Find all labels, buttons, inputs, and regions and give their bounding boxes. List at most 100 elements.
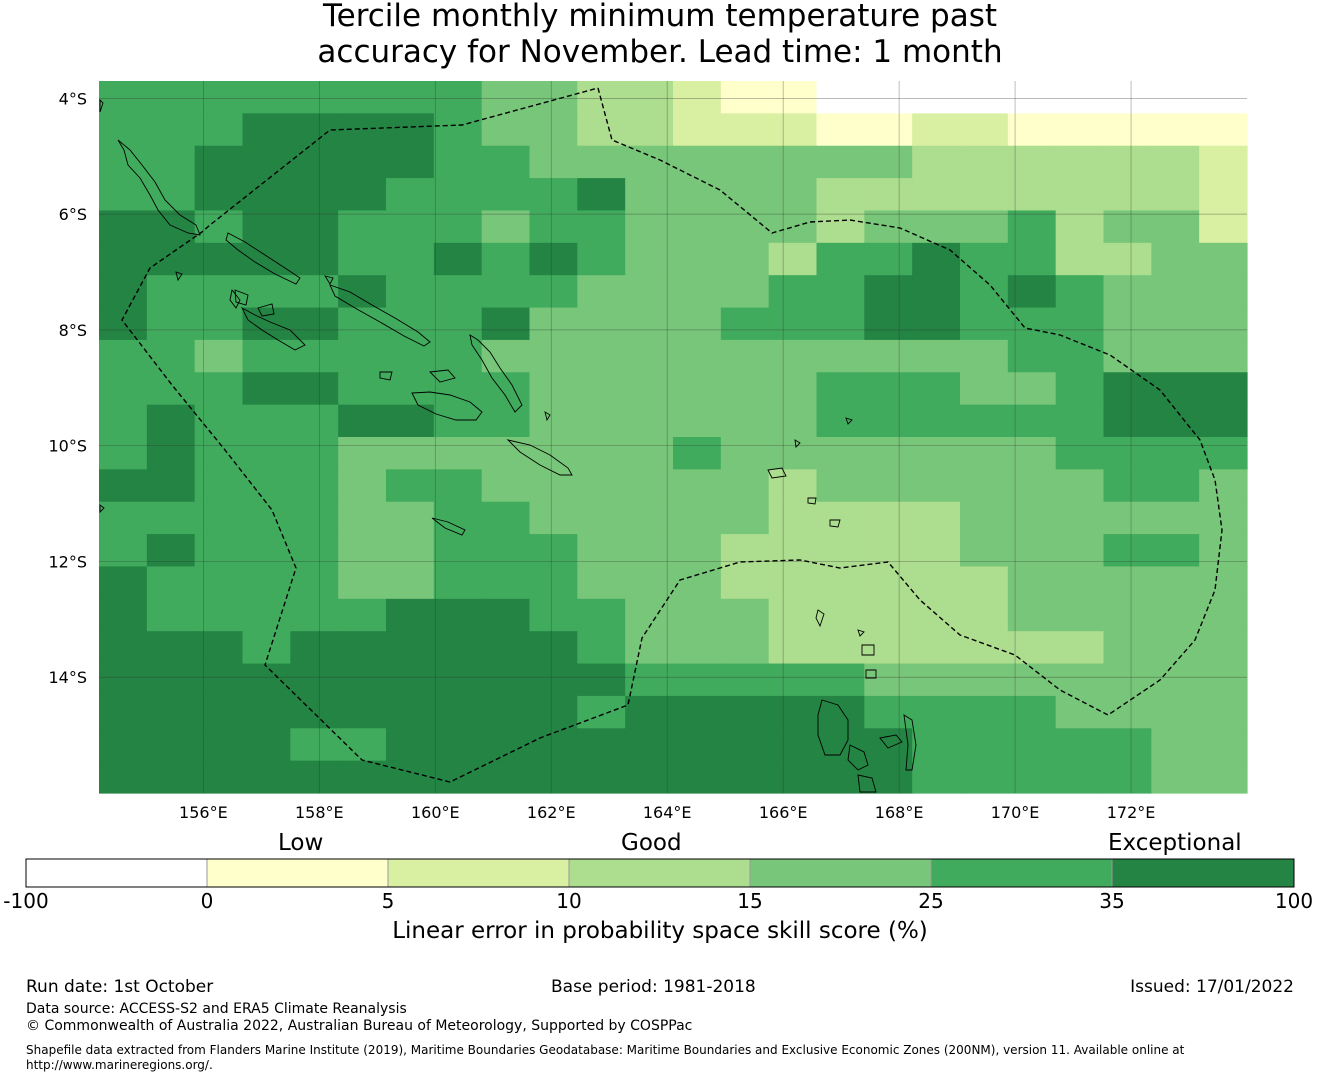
grid-cell	[768, 631, 818, 665]
grid-cell	[1055, 760, 1105, 794]
grid-cell	[338, 695, 387, 729]
colorbar-bin-15-25	[750, 859, 931, 887]
grid-cell	[1151, 81, 1200, 114]
grid-cell	[481, 631, 531, 665]
grid-cell	[768, 404, 818, 438]
grid-cell	[529, 663, 578, 697]
grid-cell	[816, 372, 865, 406]
grid-cell	[529, 339, 578, 373]
grid-cell	[529, 695, 578, 729]
grid-cell	[960, 760, 1009, 794]
grid-cell	[768, 760, 818, 794]
grid-cell	[960, 307, 1009, 341]
island-russell	[379, 371, 393, 381]
grid-cell	[816, 145, 865, 179]
grid-cell	[720, 81, 770, 114]
grid-cell	[912, 210, 961, 244]
grid-cell	[146, 469, 196, 503]
grid-cell	[864, 566, 913, 600]
grid-cell	[912, 631, 961, 665]
grid-cell	[1151, 501, 1200, 535]
grid-cell	[768, 598, 818, 632]
colorbar	[25, 858, 1295, 888]
island-maewo	[903, 714, 917, 771]
grid-cell	[1007, 178, 1057, 212]
grid-cell	[481, 339, 531, 373]
grid-cell	[290, 728, 339, 762]
grid-cell	[194, 210, 244, 244]
grid-cell	[481, 469, 531, 503]
grid-cell	[433, 566, 483, 600]
grid-cell	[433, 598, 483, 632]
grid-cell	[673, 534, 722, 568]
grid-cell	[720, 469, 770, 503]
grid-cell	[338, 566, 387, 600]
grid-cell	[1151, 275, 1200, 309]
grid-cell	[673, 598, 722, 632]
grid-cell	[529, 631, 578, 665]
grid-cell	[194, 275, 244, 309]
grid-cell	[386, 437, 435, 470]
grid-cell	[290, 81, 339, 114]
grid-cell	[1199, 210, 1248, 244]
grid-cell	[1103, 534, 1152, 568]
colorbar-bin-35-100	[1112, 859, 1294, 887]
grid-cell	[816, 210, 865, 244]
grid-cell	[960, 372, 1009, 406]
grid-cell	[960, 242, 1009, 276]
grid-cell	[625, 275, 674, 309]
grid-cell	[242, 728, 291, 762]
colorbar-bin-0-5	[207, 859, 388, 887]
grid-cell	[1055, 81, 1105, 114]
grid-cell	[1151, 598, 1200, 632]
grid-cell	[768, 339, 818, 373]
grid-cell	[529, 242, 578, 276]
colorbar-bin-5-10	[388, 859, 569, 887]
grid-cell	[816, 534, 865, 568]
grid-cell	[1199, 275, 1248, 309]
colorbar-label: Linear error in probability space skill …	[392, 918, 928, 944]
grid-cell	[194, 437, 244, 470]
grid-cell	[433, 372, 483, 406]
grid-cell	[1007, 469, 1057, 503]
grid-cell	[960, 210, 1009, 244]
grid-cell	[912, 275, 961, 309]
grid-cell	[529, 469, 578, 503]
grid-cell	[625, 534, 674, 568]
grid-cell	[1199, 178, 1248, 212]
grid-cell	[1007, 534, 1057, 568]
grid-cell	[1199, 372, 1248, 406]
grid-cell	[1007, 760, 1057, 794]
grid-cell	[386, 113, 435, 147]
grid-cell	[1151, 695, 1200, 729]
island-west-edge	[99, 504, 105, 514]
island-ambae	[879, 734, 903, 749]
grid-cell	[577, 598, 626, 632]
grid-cell	[960, 275, 1009, 309]
grid-cell	[386, 534, 435, 568]
grid-cell	[338, 631, 387, 665]
lon-tick-label: 166°E	[759, 803, 808, 822]
grid-cell	[194, 501, 244, 535]
grid-cell	[481, 501, 531, 535]
grid-cell	[290, 242, 339, 276]
grid-cell	[1007, 566, 1057, 600]
grid-cell	[338, 372, 387, 406]
grid-cell	[720, 242, 770, 276]
grid-cell	[386, 695, 435, 729]
grid-cell	[1199, 663, 1248, 697]
grid-cell	[1055, 534, 1105, 568]
grid-cell	[338, 469, 387, 503]
grid-cell	[1007, 437, 1057, 470]
grid-cell	[386, 663, 435, 697]
grid-cell	[146, 760, 196, 794]
lat-tick-label: 10°S	[48, 437, 87, 456]
grid-cell	[433, 81, 483, 114]
grid-cell	[1103, 210, 1152, 244]
grid-cell	[529, 437, 578, 470]
grid-cell	[386, 339, 435, 373]
grid-cell	[242, 501, 291, 535]
grid-cell	[1055, 598, 1105, 632]
graticule	[99, 81, 1247, 793]
grid-cell	[290, 404, 339, 438]
